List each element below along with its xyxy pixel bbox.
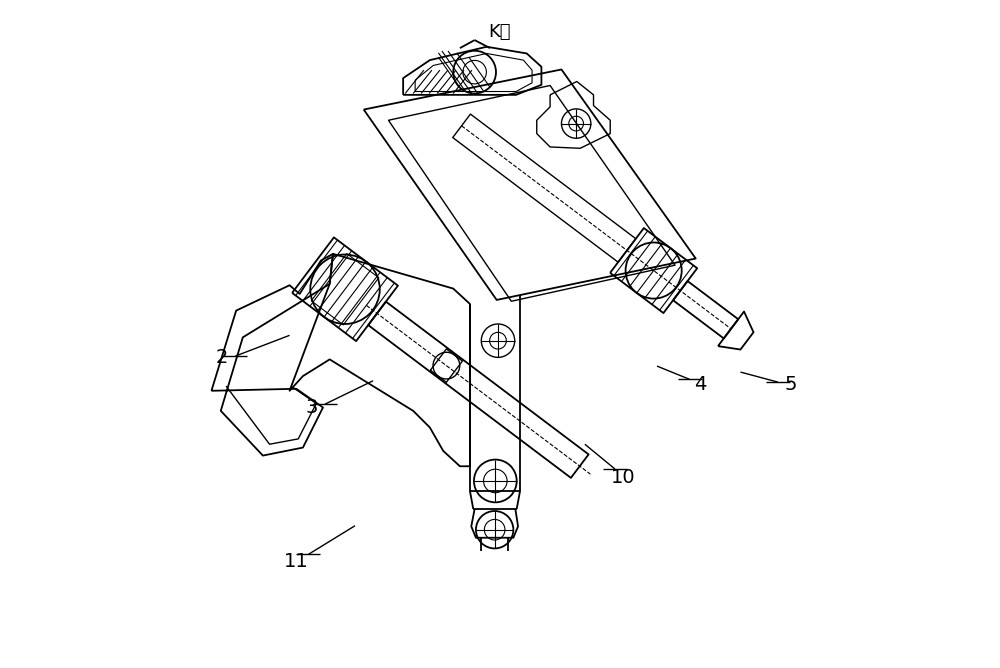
Text: 3: 3	[305, 398, 318, 417]
Text: 5: 5	[784, 375, 797, 393]
Text: K向: K向	[489, 23, 511, 41]
Text: 2: 2	[215, 348, 228, 367]
Text: 11: 11	[284, 552, 309, 570]
Text: 4: 4	[694, 375, 707, 393]
Text: 10: 10	[611, 468, 636, 487]
